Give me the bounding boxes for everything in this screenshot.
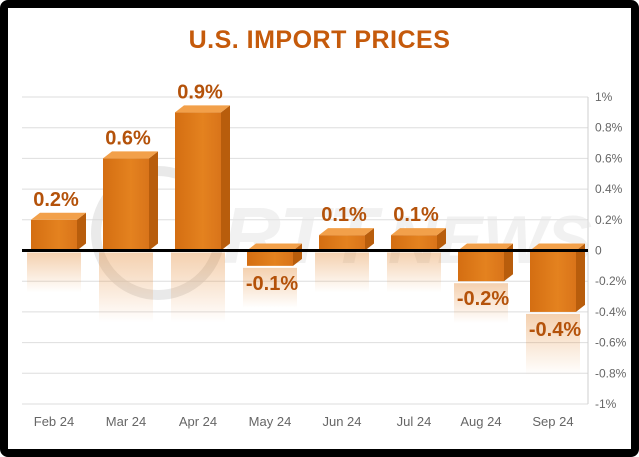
bars: [31, 105, 585, 312]
data-label: -0.4%: [529, 319, 581, 341]
x-axis-ticks: Feb 24 Mar 24 Apr 24 May 24 Jun 24 Jul 24 Aug …: [34, 414, 574, 429]
data-label: 0.1%: [393, 204, 439, 226]
data-label: 0.1%: [321, 204, 367, 226]
chart-title: U.S. IMPORT PRICES: [188, 26, 451, 54]
bar-reflection: [99, 252, 153, 323]
bar-top: [31, 212, 86, 220]
bar: [391, 228, 446, 251]
bar-reflections: [27, 252, 580, 376]
bar-reflection: [171, 252, 225, 323]
bar-reflection: [315, 252, 369, 293]
bar-front: [391, 235, 437, 251]
bar-side: [437, 228, 446, 251]
x-tick-label: Mar 24: [106, 414, 146, 429]
x-tick-label: Jun 24: [322, 414, 361, 429]
bar-side: [576, 243, 585, 312]
bar-side: [149, 151, 158, 251]
bar-side: [504, 243, 513, 282]
bar-front: [530, 250, 576, 312]
bar-top: [319, 228, 374, 236]
y-tick-label: -0.2%: [595, 274, 627, 288]
bar-top: [530, 243, 585, 251]
bar: [175, 105, 230, 251]
y-tick-label: 0.2%: [595, 213, 623, 227]
x-tick-label: Aug 24: [460, 414, 501, 429]
bar-top: [175, 105, 230, 113]
bar: [103, 151, 158, 251]
y-tick-label: -1%: [595, 397, 617, 411]
bar-front: [103, 158, 149, 251]
bar-front: [31, 219, 77, 251]
bar-top: [103, 151, 158, 159]
bar-reflection: [454, 283, 508, 324]
bar-front: [175, 112, 221, 251]
x-tick-label: Apr 24: [179, 414, 217, 429]
bar-reflection: [243, 267, 297, 308]
bar-top: [247, 243, 302, 251]
bar-front: [247, 250, 293, 266]
bar-reflection: [526, 313, 580, 376]
bar-side: [221, 105, 230, 251]
x-tick-label: May 24: [249, 414, 292, 429]
chart-canvas: RTT NEWS 0.2%0.6%0.9%-0.1%0.1% 0.1%-0.2%-…: [22, 81, 627, 429]
bar: [31, 212, 86, 251]
data-label: 0.2%: [33, 189, 79, 211]
bar-side: [365, 228, 374, 251]
y-tick-label: 0: [595, 244, 602, 258]
bar: [458, 243, 513, 282]
bar-front: [458, 250, 504, 282]
bar-front: [319, 235, 365, 251]
y-tick-label: -0.6%: [595, 336, 627, 350]
data-label: 0.9%: [177, 81, 223, 103]
bar-reflection: [27, 252, 81, 293]
bar: [247, 243, 302, 266]
bar-top: [458, 243, 513, 251]
y-tick-label: 0.8%: [595, 121, 623, 135]
bar: [530, 243, 585, 312]
y-tick-label: -0.4%: [595, 305, 627, 319]
x-tick-label: Sep 24: [532, 414, 573, 429]
data-labels: 0.2% 0.6% 0.9% -0.1% 0.1% 0.1% -0.2% -0.4%: [33, 81, 581, 341]
bar: [319, 228, 374, 251]
bar-top: [391, 228, 446, 236]
data-label: 0.6%: [105, 127, 151, 149]
bar-side: [77, 212, 86, 251]
data-label: -0.1%: [246, 273, 298, 295]
y-tick-label: 0.4%: [595, 182, 623, 196]
data-label: -0.2%: [457, 288, 509, 310]
y-axis-ticks: 1% 0.8% 0.6% 0.4% 0.2% 0 -0.2% -0.4% -0.6% -0.8% -…: [595, 90, 627, 411]
y-tick-label: 0.6%: [595, 151, 623, 165]
y-tick-label: 1%: [595, 90, 613, 104]
x-tick-label: Feb 24: [34, 414, 74, 429]
bar-reflection: [387, 252, 441, 293]
y-tick-label: -0.8%: [595, 366, 627, 380]
x-tick-label: Jul 24: [397, 414, 432, 429]
